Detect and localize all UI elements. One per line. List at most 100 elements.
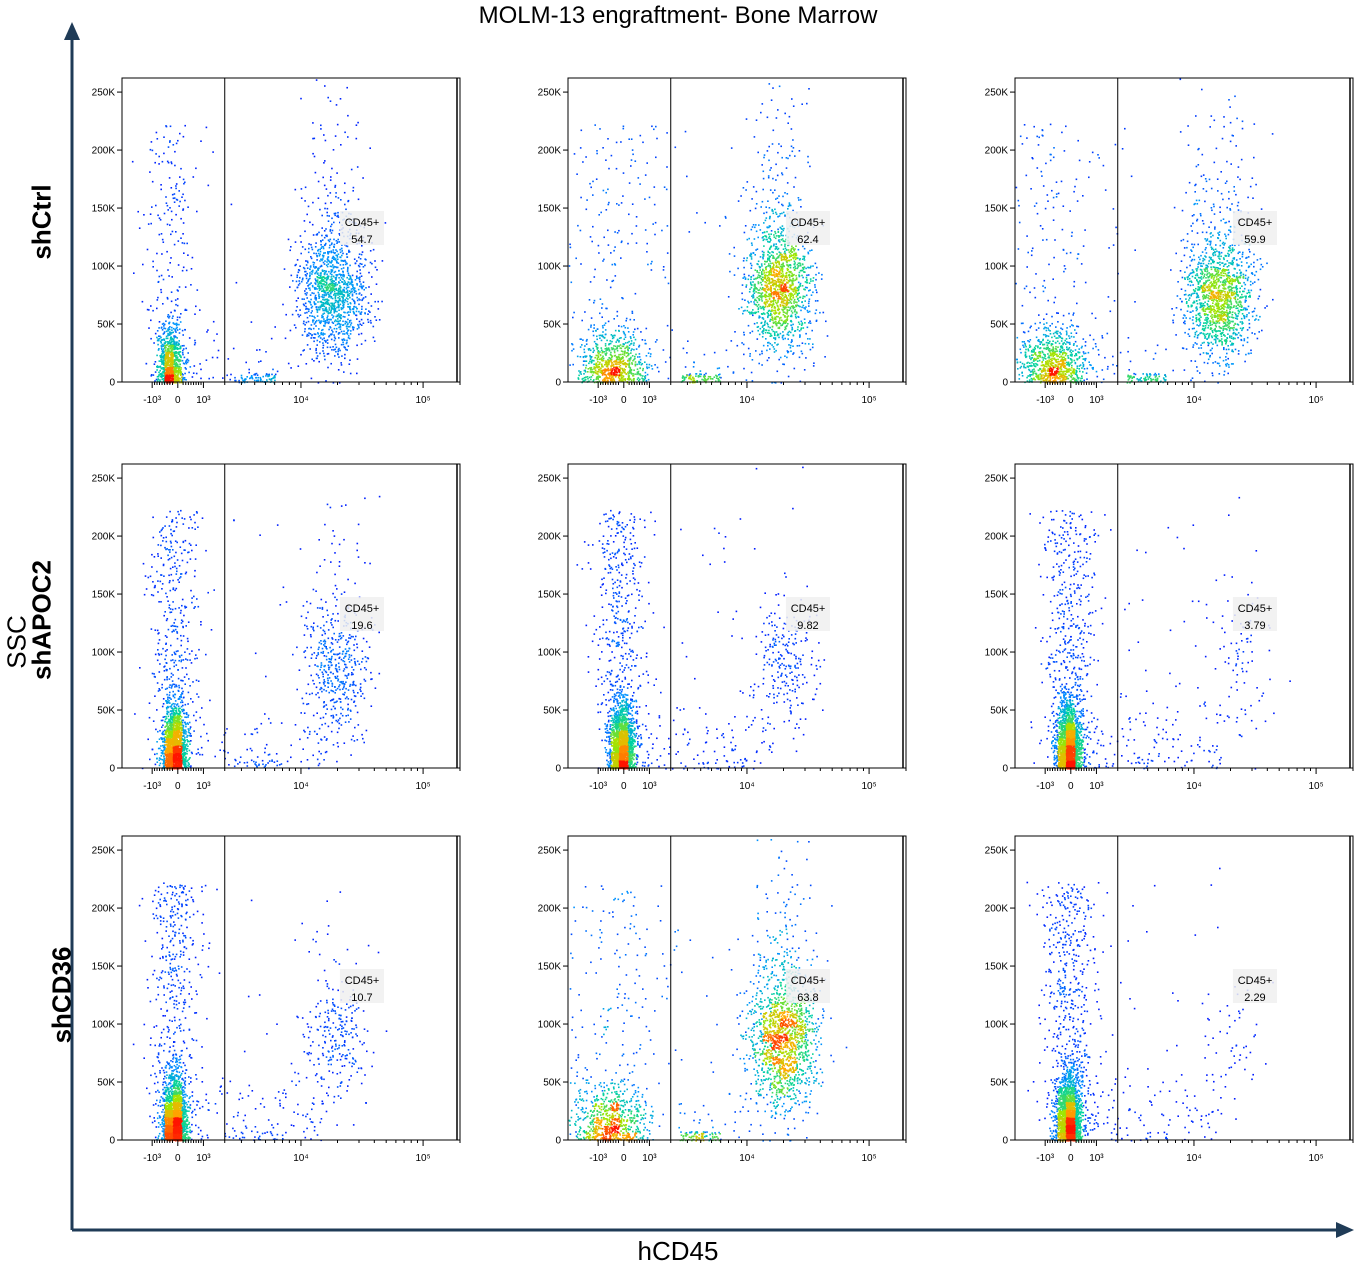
event-dot xyxy=(688,374,690,376)
event-dot xyxy=(797,266,799,268)
event-dot xyxy=(330,280,333,283)
event-dot xyxy=(157,343,159,346)
event-dot xyxy=(587,377,589,380)
event-dot xyxy=(170,380,172,382)
event-dot xyxy=(163,367,165,369)
event-dot xyxy=(330,176,332,178)
event-dot xyxy=(595,372,597,375)
event-dot xyxy=(335,330,338,333)
event-dot xyxy=(760,295,762,297)
event-dot xyxy=(361,286,364,289)
event-dot xyxy=(590,317,593,319)
event-dot xyxy=(784,240,786,243)
event-dot xyxy=(172,343,174,346)
event-dot xyxy=(326,301,328,304)
event-dot xyxy=(614,345,617,348)
event-dot xyxy=(777,315,779,318)
event-dot xyxy=(178,365,181,368)
event-dot xyxy=(172,315,174,317)
event-dot xyxy=(318,321,321,323)
event-dot xyxy=(781,271,784,273)
event-dot xyxy=(700,373,702,376)
event-dot xyxy=(633,379,635,382)
event-dot xyxy=(320,243,322,246)
event-dot xyxy=(317,269,319,271)
event-dot xyxy=(595,378,598,381)
event-dot xyxy=(329,346,332,349)
event-dot xyxy=(778,195,780,197)
event-dot xyxy=(784,250,786,253)
event-dot xyxy=(791,251,793,253)
event-dot xyxy=(579,147,582,149)
event-dot xyxy=(646,251,648,253)
event-dot xyxy=(707,377,709,380)
event-dot xyxy=(759,266,761,269)
event-dot xyxy=(307,285,309,287)
event-dot xyxy=(174,359,177,362)
event-dot xyxy=(800,350,803,353)
event-dot xyxy=(361,245,363,247)
event-dot xyxy=(645,355,648,357)
event-dot xyxy=(754,207,757,210)
event-dot xyxy=(792,345,794,347)
event-dot xyxy=(776,197,779,199)
event-dot xyxy=(601,381,603,384)
event-dot xyxy=(321,270,324,272)
event-dot xyxy=(758,289,761,291)
event-dot xyxy=(775,320,777,323)
event-dot xyxy=(161,376,163,379)
event-dot xyxy=(323,277,326,279)
event-dot xyxy=(611,263,614,266)
event-dot xyxy=(348,306,350,308)
event-dot xyxy=(816,266,818,269)
event-dot xyxy=(321,214,323,217)
event-dot xyxy=(627,373,630,375)
event-dot xyxy=(703,373,706,376)
event-dot xyxy=(773,236,776,238)
event-dot xyxy=(346,245,349,248)
event-dot xyxy=(321,276,324,279)
event-dot xyxy=(340,330,343,333)
event-dot xyxy=(352,327,354,329)
event-dot xyxy=(320,277,322,279)
event-dot xyxy=(325,341,327,343)
event-dot xyxy=(742,187,745,189)
event-dot xyxy=(794,256,796,258)
event-dot xyxy=(758,299,761,302)
event-dot xyxy=(806,281,809,284)
event-dot xyxy=(580,263,582,265)
event-dot xyxy=(324,139,327,142)
event-dot xyxy=(632,331,635,333)
event-dot xyxy=(321,227,323,229)
event-dot xyxy=(329,272,332,275)
event-dot xyxy=(759,269,761,271)
event-dot xyxy=(160,345,163,347)
event-dot xyxy=(744,225,747,227)
event-dot xyxy=(595,376,598,379)
event-dot xyxy=(774,208,776,211)
event-dot xyxy=(360,275,363,277)
event-dot xyxy=(794,265,796,268)
event-dot xyxy=(613,249,615,252)
event-dot xyxy=(295,309,297,312)
event-dot xyxy=(719,373,721,376)
event-dot xyxy=(609,342,612,345)
event-dot xyxy=(628,138,630,140)
event-dot xyxy=(314,283,317,285)
event-dot xyxy=(772,255,774,257)
event-dot xyxy=(251,376,253,379)
event-dot xyxy=(178,367,181,370)
event-dot xyxy=(327,263,330,265)
event-dot xyxy=(344,263,347,266)
event-dot xyxy=(323,263,326,265)
event-dot xyxy=(757,282,760,285)
event-dot xyxy=(160,340,162,343)
event-dot xyxy=(613,318,615,320)
event-dot xyxy=(617,376,620,379)
event-dot xyxy=(598,369,600,371)
event-dot xyxy=(377,300,379,303)
event-dot xyxy=(784,296,786,298)
event-dot xyxy=(777,278,780,280)
event-dot xyxy=(348,294,350,297)
event-dot xyxy=(601,303,604,305)
